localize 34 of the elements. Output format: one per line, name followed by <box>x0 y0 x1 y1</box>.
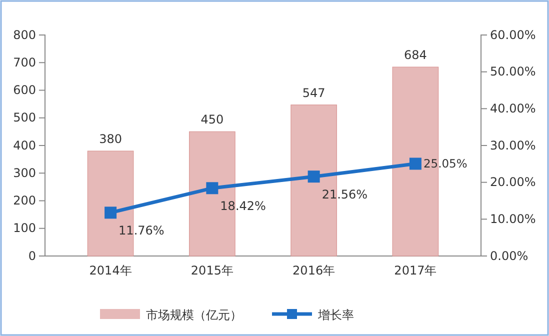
point <box>308 170 320 183</box>
data-label: 380 <box>99 132 122 146</box>
y2-tick-label: 10.00% <box>490 212 536 226</box>
y-tick-label: 200 <box>13 194 36 208</box>
data-label: 547 <box>302 86 326 100</box>
data-label: 21.56% <box>322 188 368 202</box>
data-label: 684 <box>404 48 427 62</box>
y2-tick-label: 40.00% <box>490 102 536 116</box>
y-tick-label: 100 <box>13 221 36 236</box>
y2-tick-label: 50.00% <box>490 64 536 79</box>
data-label: 25.05% <box>423 156 468 171</box>
legend-label: 增长率 <box>317 308 354 322</box>
point <box>409 158 422 170</box>
y-tick-label: 600 <box>13 83 36 98</box>
y2-tick-label: 20.00% <box>490 175 536 190</box>
y-tick-label: 800 <box>13 28 36 42</box>
y-tick-label: 500 <box>13 110 36 125</box>
point <box>104 206 117 219</box>
data-label: 450 <box>200 112 224 127</box>
y2-tick-label: 0.00% <box>490 248 528 263</box>
x-tick-label: 2014年 <box>89 264 132 278</box>
x-tick-label: 2015年 <box>190 264 234 278</box>
data-label: 11.76% <box>118 224 164 238</box>
x-tick-label: 2017年 <box>394 264 437 278</box>
y-tick-label: 700 <box>13 55 36 70</box>
y2-tick-label: 30.00% <box>490 138 536 152</box>
legend-label: 市场规模（亿元） <box>146 308 242 322</box>
x-tick-label: 2016年 <box>292 264 336 278</box>
y-tick-label: 400 <box>13 138 36 152</box>
y2-tick-label: 60.00% <box>490 28 536 42</box>
y-tick-label: 0 <box>28 248 36 263</box>
y-tick-label: 300 <box>13 166 36 180</box>
point <box>206 182 218 194</box>
data-label: 18.42% <box>220 199 266 214</box>
